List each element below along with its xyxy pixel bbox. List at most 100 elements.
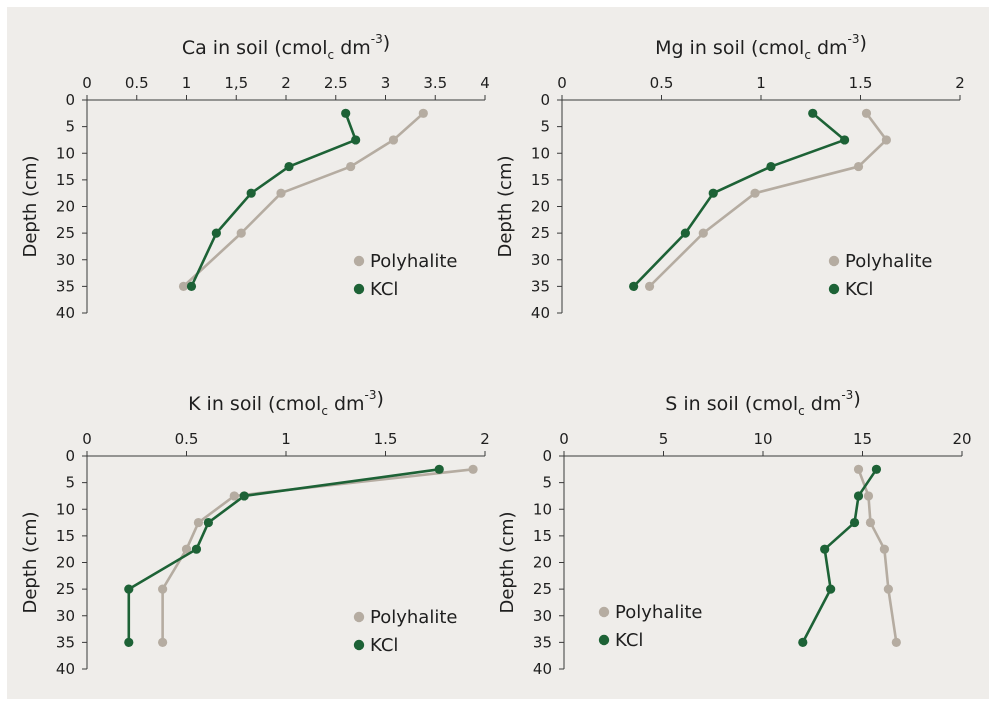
y-tick-label: 15: [56, 171, 75, 189]
data-point-kcl: [853, 491, 864, 501]
title-text: ): [383, 32, 390, 54]
y-tick-label: 35: [531, 277, 550, 295]
series-line-kcl: [190, 112, 357, 288]
y-tick-label: 15: [56, 527, 75, 545]
x-tick-label: 3.5: [423, 74, 447, 92]
legend-label-polyhalite: Polyhalite: [370, 607, 457, 628]
data-point-polyhalite: [158, 584, 168, 594]
data-point-kcl: [871, 464, 882, 474]
data-point-kcl: [124, 584, 134, 594]
x-tick-label: 0.5: [650, 74, 674, 92]
x-tick-label: 3: [381, 74, 391, 92]
y-axis-label: Depth (cm): [20, 155, 41, 257]
title-superscript: -3: [848, 32, 860, 46]
x-tick-label: 2: [281, 74, 291, 92]
y-tick-label: 30: [56, 251, 75, 269]
title-superscript: -3: [371, 32, 383, 46]
title-superscript: -3: [841, 388, 853, 402]
data-point-kcl: [341, 108, 351, 118]
series-line-polyhalite: [648, 112, 888, 288]
legend-label-kcl: KCl: [370, 635, 398, 656]
data-point-kcl: [203, 517, 213, 528]
data-point-kcl: [708, 188, 718, 198]
y-tick-label: 35: [56, 633, 75, 651]
x-tick-label: 1: [182, 74, 192, 92]
title-subscript: c: [321, 404, 328, 418]
x-tick-label: 2: [480, 430, 490, 448]
x-tick-label: 1.5: [374, 430, 398, 448]
y-tick-label: 5: [540, 118, 550, 136]
y-tick-label: 20: [56, 198, 75, 216]
data-point-kcl: [808, 108, 818, 118]
x-tick-label: 1.5: [849, 74, 873, 92]
legend-label-polyhalite: Polyhalite: [845, 251, 932, 272]
series-line-kcl: [632, 112, 846, 288]
data-point-polyhalite: [193, 517, 204, 528]
y-tick-label: 25: [56, 580, 75, 598]
y-tick-label: 5: [65, 118, 75, 136]
y-tick-label: 10: [531, 144, 550, 162]
data-point-polyhalite: [229, 491, 239, 501]
data-point-kcl: [351, 135, 361, 145]
data-point-kcl: [239, 491, 249, 501]
data-point-polyhalite: [236, 228, 246, 238]
data-point-polyhalite: [644, 281, 655, 291]
data-point-polyhalite: [698, 228, 708, 238]
data-point-kcl: [629, 281, 639, 291]
title-superscript: -3: [365, 388, 377, 402]
chart-title: S in soil (cmolc dm-3): [665, 388, 860, 418]
legend-marker-kcl: [598, 634, 610, 646]
data-point-kcl: [434, 464, 444, 474]
data-point-kcl: [124, 637, 134, 647]
data-point-polyhalite: [853, 161, 864, 172]
data-point-kcl: [839, 135, 850, 145]
y-axis-label: Depth (cm): [495, 155, 516, 257]
x-tick-label: 1: [756, 74, 766, 92]
legend-marker-polyhalite: [598, 606, 610, 618]
title-subscript: c: [798, 404, 805, 418]
data-point-polyhalite: [158, 637, 168, 647]
title-text: ): [860, 32, 867, 54]
data-point-polyhalite: [418, 108, 428, 118]
data-point-polyhalite: [346, 161, 356, 172]
x-tick-label: 15: [853, 430, 872, 448]
title-text: S in soil (cmol: [665, 393, 798, 415]
x-tick-label: 0: [82, 74, 92, 92]
title-text: dm: [334, 37, 371, 59]
data-point-polyhalite: [388, 135, 399, 145]
legend-marker-polyhalite: [353, 255, 365, 267]
y-tick-label: 0: [540, 91, 550, 109]
series-line-kcl: [801, 468, 878, 644]
data-point-polyhalite: [181, 544, 192, 554]
legend-marker-polyhalite: [828, 255, 840, 267]
title-subscript: c: [804, 48, 811, 62]
x-tick-label: 2.5: [324, 74, 348, 92]
title-text: ): [853, 388, 860, 410]
title-text: Mg in soil (cmol: [655, 37, 804, 59]
y-tick-label: 40: [533, 660, 552, 678]
y-tick-label: 5: [542, 474, 552, 492]
y-tick-label: 10: [56, 500, 75, 518]
x-tick-label: 2: [955, 74, 965, 92]
data-point-kcl: [820, 544, 830, 554]
data-point-polyhalite: [468, 464, 478, 474]
legend-marker-kcl: [353, 639, 365, 651]
data-point-polyhalite: [879, 544, 889, 554]
series-line-polyhalite: [182, 112, 425, 288]
y-tick-label: 40: [56, 660, 75, 678]
x-tick-label: 0: [82, 430, 92, 448]
legend-label-kcl: KCl: [845, 279, 873, 300]
y-tick-label: 15: [531, 171, 550, 189]
legend-marker-polyhalite: [353, 611, 365, 623]
data-point-kcl: [284, 161, 294, 172]
y-tick-label: 5: [65, 474, 75, 492]
x-tick-label: 1: [281, 430, 291, 448]
title-text: ): [377, 388, 384, 410]
y-tick-label: 0: [65, 447, 75, 465]
y-tick-label: 0: [542, 447, 552, 465]
series-line-polyhalite: [857, 468, 898, 644]
y-tick-label: 0: [65, 91, 75, 109]
x-tick-label: 0.5: [125, 74, 149, 92]
